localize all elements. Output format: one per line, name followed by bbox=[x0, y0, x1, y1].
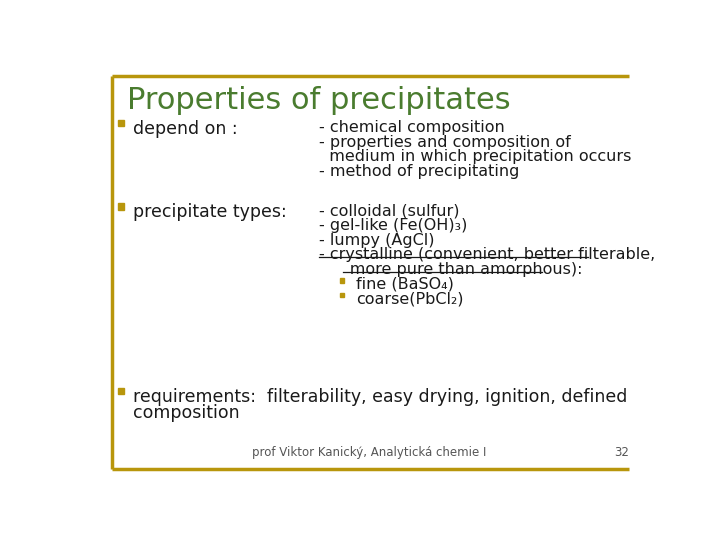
FancyBboxPatch shape bbox=[340, 278, 344, 283]
Text: - properties and composition of: - properties and composition of bbox=[319, 135, 570, 150]
Text: 32: 32 bbox=[613, 446, 629, 459]
Text: requirements:  filterability, easy drying, ignition, defined: requirements: filterability, easy drying… bbox=[132, 388, 627, 406]
FancyBboxPatch shape bbox=[340, 293, 344, 298]
Text: composition: composition bbox=[132, 404, 239, 422]
Text: - lumpy (AgCl): - lumpy (AgCl) bbox=[319, 233, 434, 248]
Text: precipitate types:: precipitate types: bbox=[132, 204, 287, 221]
Text: - crystalline (convenient, better filterable,: - crystalline (convenient, better filter… bbox=[319, 247, 655, 262]
FancyBboxPatch shape bbox=[118, 204, 124, 210]
Text: - colloidal (sulfur): - colloidal (sulfur) bbox=[319, 204, 459, 218]
Text: - method of precipitating: - method of precipitating bbox=[319, 164, 519, 179]
Text: - chemical composition: - chemical composition bbox=[319, 120, 505, 135]
Text: medium in which precipitation occurs: medium in which precipitation occurs bbox=[319, 150, 631, 165]
Text: depend on :: depend on : bbox=[132, 120, 238, 138]
FancyBboxPatch shape bbox=[118, 120, 124, 126]
Text: - gel-like (Fe(OH)₃): - gel-like (Fe(OH)₃) bbox=[319, 218, 467, 233]
Text: more pure than amorphous):: more pure than amorphous): bbox=[319, 262, 582, 277]
Text: prof Viktor Kanický, Analytická chemie I: prof Viktor Kanický, Analytická chemie I bbox=[252, 446, 486, 459]
Text: coarse(PbCl₂): coarse(PbCl₂) bbox=[356, 291, 464, 306]
Text: fine (BaSO₄): fine (BaSO₄) bbox=[356, 276, 454, 292]
FancyBboxPatch shape bbox=[118, 388, 124, 394]
Text: Properties of precipitates: Properties of precipitates bbox=[127, 86, 510, 116]
